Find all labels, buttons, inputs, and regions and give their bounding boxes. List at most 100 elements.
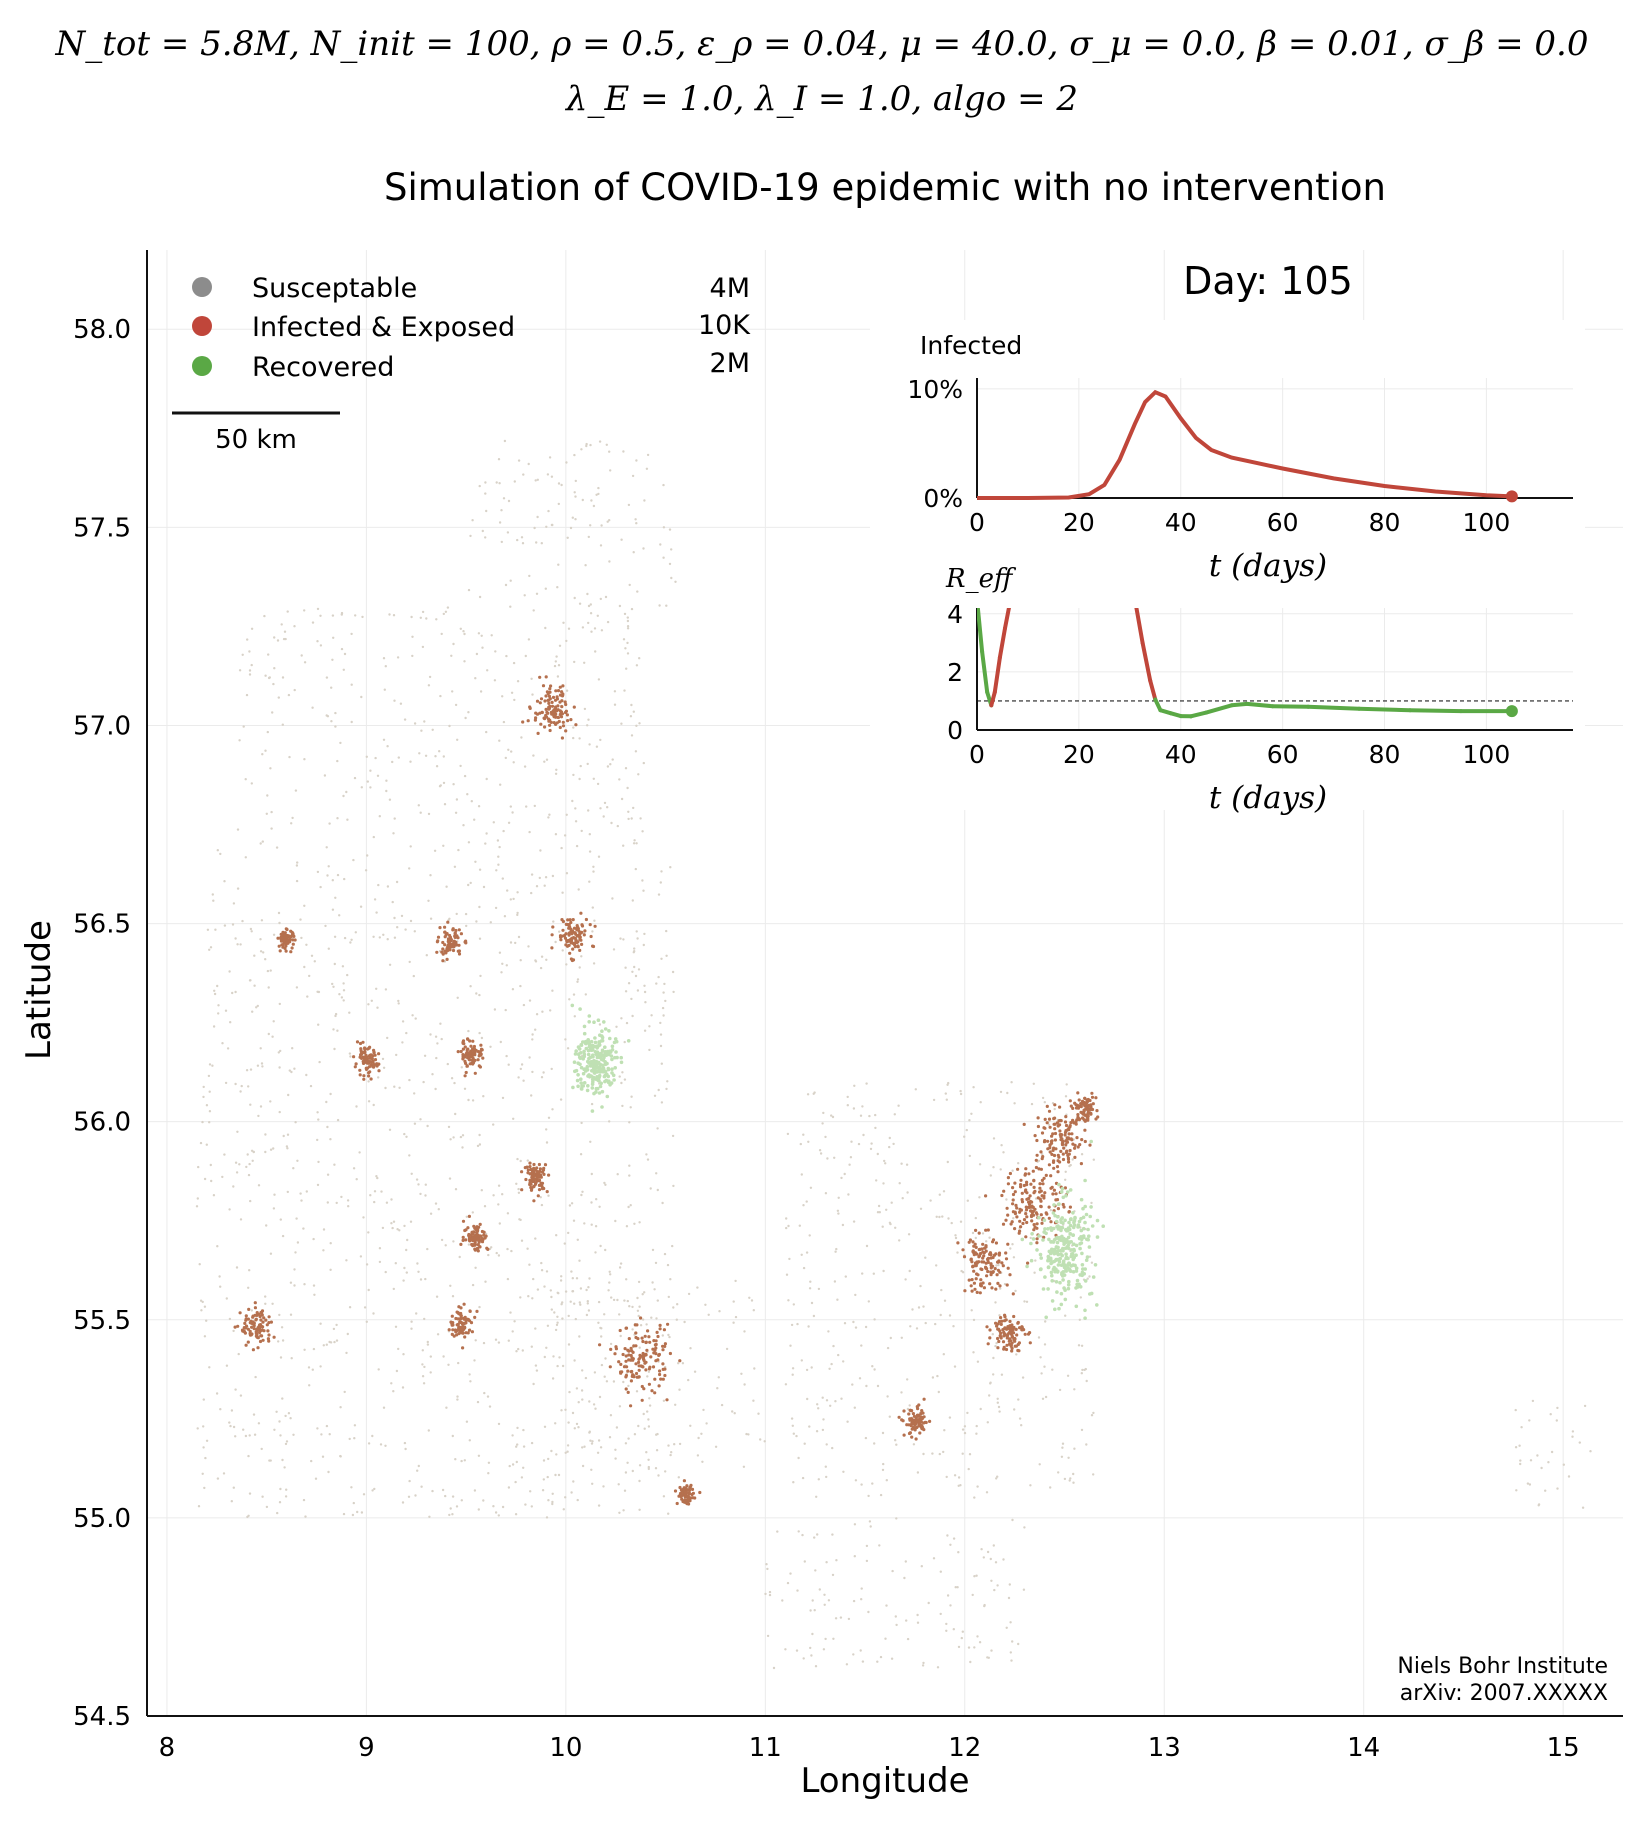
susceptible-point [622, 938, 625, 941]
susceptible-point [426, 1124, 429, 1128]
recovered-point [1049, 1228, 1054, 1232]
susceptible-point [624, 767, 628, 770]
recovered-point [612, 1078, 616, 1082]
susceptible-point [978, 1196, 981, 1199]
susceptible-point [590, 1223, 593, 1226]
susceptible-point [208, 1063, 212, 1066]
infected-point [579, 911, 583, 915]
infected-point [1032, 1191, 1036, 1195]
susceptible-point [657, 975, 660, 979]
susceptible-point [626, 616, 629, 619]
susceptible-point [339, 1454, 342, 1458]
susceptible-point [848, 1163, 851, 1166]
susceptible-point [517, 459, 521, 462]
susceptible-point [544, 626, 547, 630]
susceptible-point [530, 873, 534, 876]
susceptible-point [765, 1563, 768, 1566]
recovered-points [570, 1003, 1105, 1320]
susceptible-point [1549, 1413, 1552, 1416]
susceptible-point [311, 1368, 314, 1371]
susceptible-point [329, 1341, 333, 1344]
susceptible-point [968, 1453, 972, 1456]
infected-point [240, 1328, 245, 1332]
infected-point [963, 1289, 967, 1293]
susceptible-point [507, 1486, 511, 1489]
susceptible-point [596, 1451, 600, 1455]
susceptible-point [273, 1428, 276, 1432]
recovered-point [1073, 1215, 1077, 1220]
susceptible-point [565, 639, 568, 643]
susceptible-point [505, 1054, 508, 1058]
susceptible-point [532, 754, 535, 757]
susceptible-point [527, 1295, 530, 1298]
infected-point [569, 920, 573, 925]
susceptible-point [247, 1173, 251, 1177]
recovered-point [1087, 1234, 1091, 1238]
susceptible-point [215, 1392, 219, 1395]
susceptible-point [742, 1465, 746, 1469]
infected-point [653, 1343, 658, 1347]
susceptible-point [512, 761, 515, 764]
recovered-point [1083, 1308, 1087, 1313]
susceptible-point [480, 1036, 484, 1040]
susceptible-point [800, 1253, 803, 1257]
susceptible-point [617, 1483, 620, 1486]
susceptible-point [929, 1199, 932, 1202]
susceptible-point [475, 992, 478, 995]
susceptible-point [651, 1281, 654, 1284]
susceptible-point [423, 1317, 426, 1321]
infected-point [1058, 1118, 1062, 1123]
susceptible-point [1080, 1428, 1084, 1432]
susceptible-point [1063, 1477, 1067, 1481]
susceptible-point [1008, 1583, 1011, 1586]
infected-point [907, 1412, 911, 1416]
recovered-point [602, 1067, 606, 1072]
susceptible-point [993, 1588, 996, 1592]
recovered-point [581, 1084, 585, 1088]
susceptible-point [305, 943, 308, 946]
recovered-point [596, 1078, 601, 1083]
susceptible-point [1529, 1459, 1533, 1462]
infected-point [259, 1318, 263, 1322]
infected-point [451, 928, 455, 932]
infected-point [548, 687, 552, 691]
infected-point [1042, 1126, 1046, 1130]
susceptible-point [382, 1406, 386, 1409]
susceptible-point [985, 1491, 989, 1494]
susceptible-point [213, 989, 216, 992]
susceptible-point [894, 1439, 897, 1442]
infected-point [991, 1240, 995, 1244]
infected-point [1039, 1150, 1043, 1154]
susceptible-point [284, 1495, 288, 1498]
susceptible-point [319, 1365, 322, 1368]
infected-point [537, 1179, 541, 1183]
susceptible-point [627, 982, 631, 985]
susceptible-point [634, 750, 638, 753]
susceptible-point [519, 959, 522, 962]
infected-point [972, 1281, 977, 1285]
infected-point [278, 949, 282, 953]
susceptible-point [599, 807, 602, 810]
susceptible-point [974, 1236, 977, 1240]
susceptible-point [409, 919, 413, 923]
susceptible-point [554, 833, 558, 836]
susceptible-point [576, 1498, 579, 1502]
recovered-point [1046, 1227, 1050, 1231]
recovered-point [596, 1060, 601, 1065]
susceptible-point [307, 1366, 311, 1369]
susceptible-point [1526, 1482, 1530, 1485]
susceptible-point [1092, 1411, 1095, 1415]
susceptible-point [392, 1220, 396, 1223]
susceptible-point [574, 807, 577, 810]
susceptible-point [868, 1520, 872, 1523]
infected-point [1027, 1205, 1031, 1209]
infected-point [1013, 1190, 1017, 1194]
susceptible-point [237, 1352, 240, 1356]
susceptible-point [1011, 1518, 1014, 1522]
infected-point [986, 1269, 990, 1274]
susceptible-point [992, 1373, 995, 1376]
susceptible-point [588, 880, 591, 883]
susceptible-point [303, 661, 307, 664]
susceptible-point [340, 647, 344, 651]
susceptible-point [627, 1437, 630, 1440]
